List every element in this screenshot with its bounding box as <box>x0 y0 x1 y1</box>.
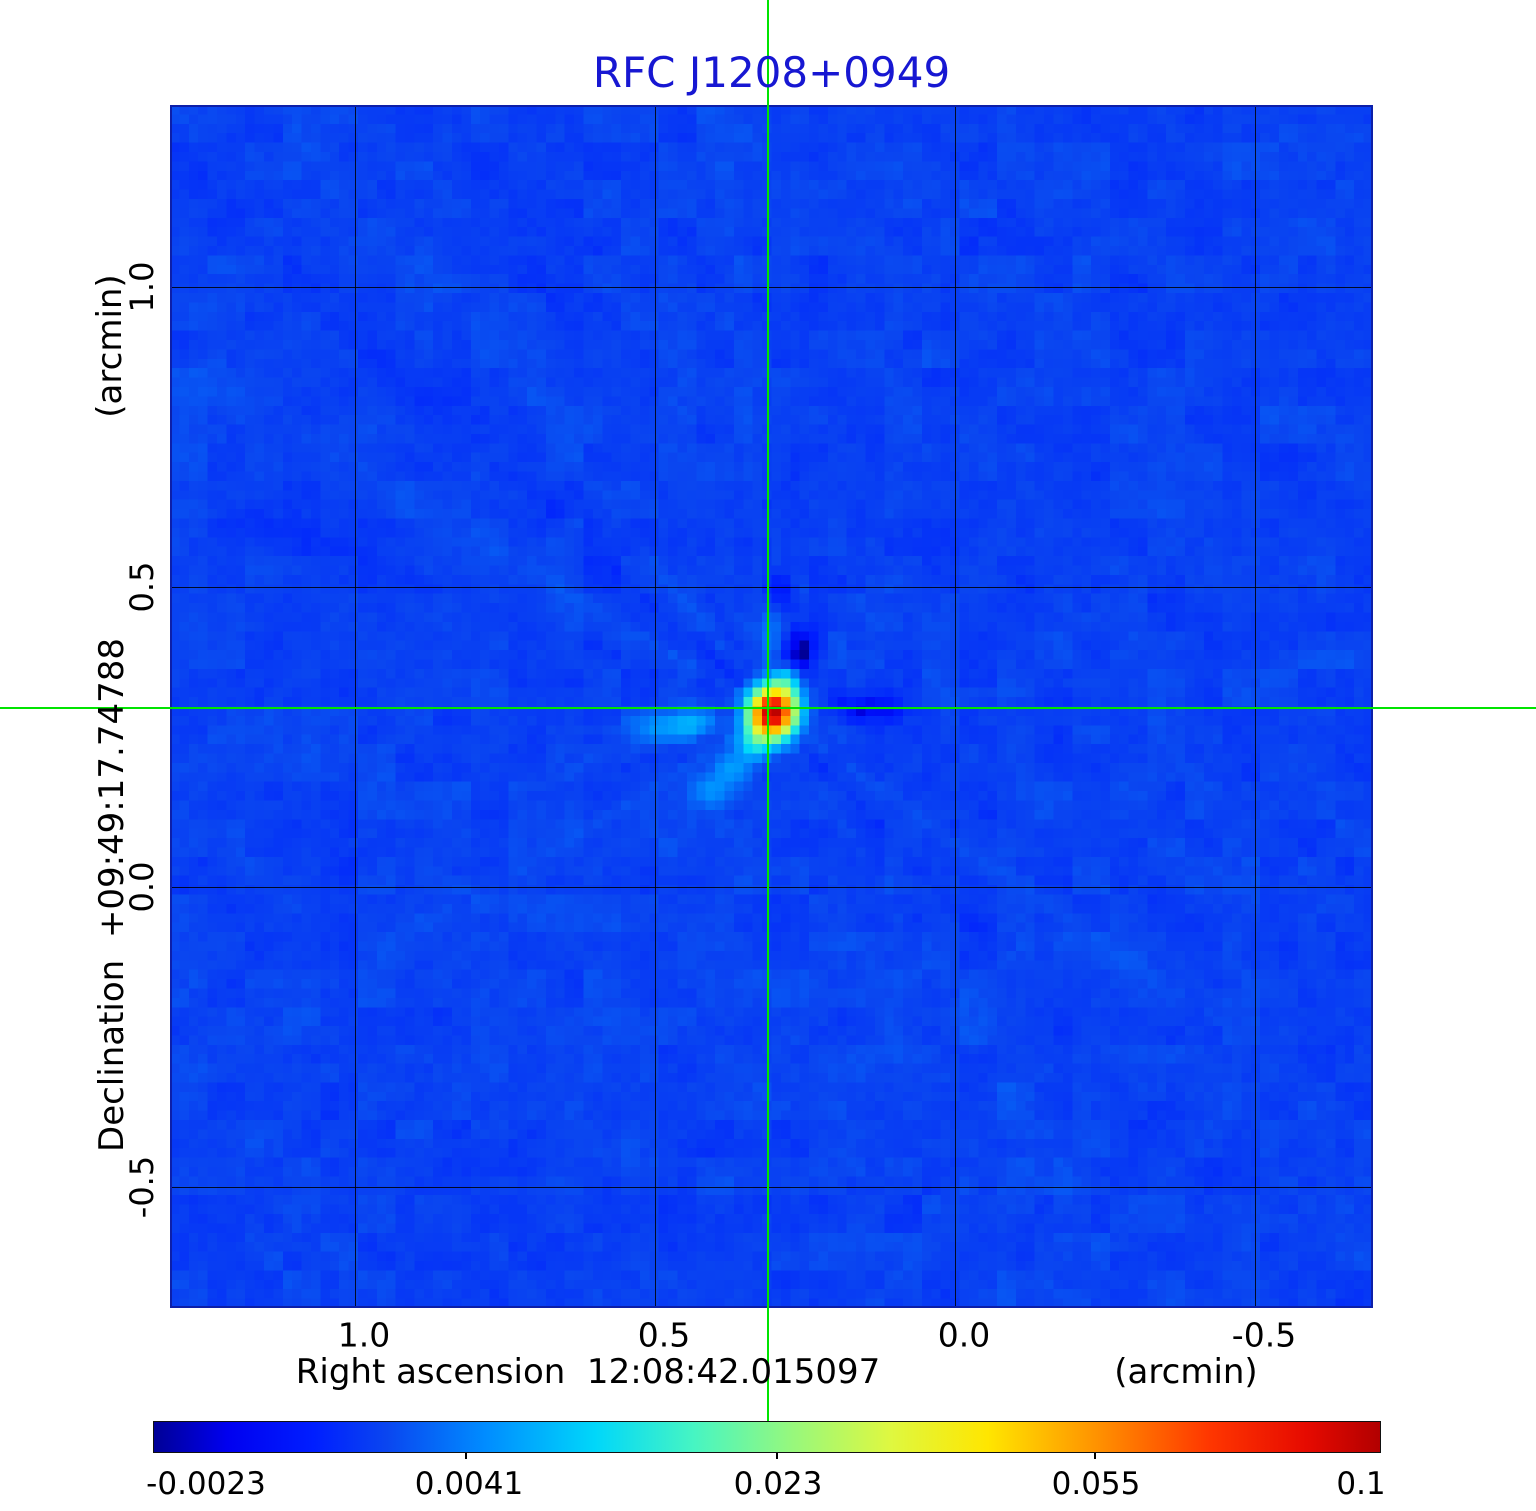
crosshair-horizontal-line <box>0 707 1536 709</box>
grid-line-vertical <box>1255 105 1256 1308</box>
colorbar-tick-label: 0.055 <box>1051 1466 1141 1502</box>
x-tick-label: 0.0 <box>937 1315 991 1355</box>
colorbar-tick-label: 0.1 <box>1336 1466 1386 1502</box>
sky-image-canvas <box>170 105 1373 1308</box>
grid-line-vertical <box>655 105 656 1308</box>
colorbar-tick-label: 0.0041 <box>414 1466 524 1502</box>
sky-image-plot <box>170 105 1373 1308</box>
colorbar-tick <box>465 1453 467 1459</box>
x-tick-label: 1.0 <box>337 1315 391 1355</box>
colorbar-tick <box>1094 1453 1096 1459</box>
y-tick-label: -0.5 <box>123 1155 161 1219</box>
grid-line-horizontal <box>170 587 1373 588</box>
x-tick-label: -0.5 <box>1231 1315 1297 1355</box>
grid-line-vertical <box>355 105 356 1308</box>
crosshair-vertical-line <box>767 0 769 1421</box>
x-axis-label: Right ascension 12:08:42.015097 <box>295 1352 881 1392</box>
grid-line-horizontal <box>170 1187 1373 1188</box>
plot-title: RFC J1208+0949 <box>592 48 951 97</box>
colorbar-tick <box>776 1453 778 1459</box>
grid-line-horizontal <box>170 287 1373 288</box>
x-axis-unit-label: (arcmin) <box>1114 1352 1258 1392</box>
y-tick-label: 1.0 <box>123 261 161 313</box>
y-tick-label: 0.0 <box>123 861 161 913</box>
colorbar-tick-label: -0.0023 <box>146 1466 266 1502</box>
grid-line-horizontal <box>170 887 1373 888</box>
x-tick-label: 0.5 <box>637 1315 691 1355</box>
y-tick-label: 0.5 <box>123 561 161 613</box>
colorbar <box>153 1421 1381 1453</box>
colorbar-tick-label: 0.023 <box>733 1466 823 1502</box>
grid-line-vertical <box>955 105 956 1308</box>
